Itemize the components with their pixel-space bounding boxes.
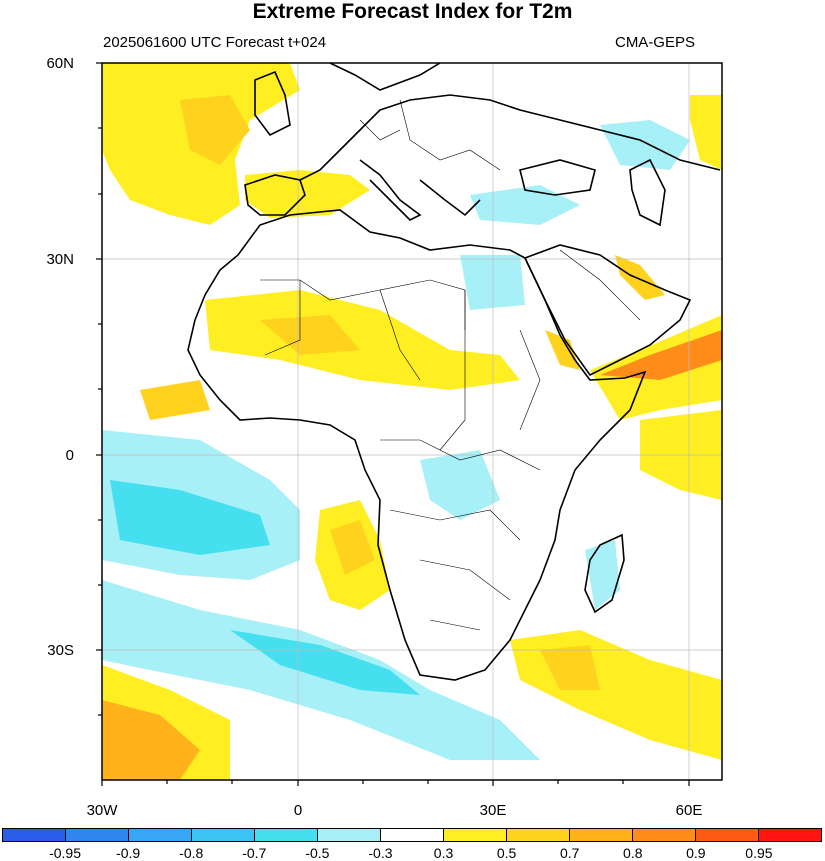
iberia-coastline (244, 174, 306, 216)
colorbar-label: 0.95 (745, 845, 773, 861)
colorbar-label: 0.5 (496, 845, 517, 861)
lat-label-equator: 0 (65, 447, 74, 464)
warmer-region-north-atlantic (180, 95, 250, 165)
colorbar-swatch (129, 829, 192, 841)
scandinavia-coastline (329, 63, 441, 91)
graticule (102, 63, 722, 780)
tick-marks (96, 62, 690, 786)
cool-region-egypt (460, 255, 525, 310)
cool-region-central-africa (420, 450, 500, 520)
colorbar-label: -0.7 (242, 845, 267, 861)
lon-label-30e: 30E (479, 802, 507, 819)
colorbar-swatch (381, 829, 444, 841)
madagascar-coastline (584, 533, 625, 614)
colorbar-label: 0.8 (623, 845, 643, 861)
europe-coastline (299, 94, 721, 181)
colorbar-swatch (570, 829, 633, 841)
colorbar-swatch (633, 829, 696, 841)
lon-label-60e: 60E (675, 802, 703, 819)
country-borders (260, 99, 641, 631)
warm-region-west-africa-coast (140, 380, 210, 420)
balkans-coastline (419, 179, 481, 217)
colorbar-swatch (507, 829, 570, 841)
colorbar-label: -0.8 (179, 845, 204, 861)
warmer-region-angola-coast (330, 520, 375, 575)
lat-label-30s: 30S (47, 642, 74, 659)
warmer-region-south-indian-ocean (540, 645, 600, 690)
forecast-time-label: 2025061600 UTC Forecast t+024 (103, 34, 327, 51)
colorbar-label: -0.5 (305, 845, 330, 861)
coastlines (187, 63, 721, 681)
chart-title: Extreme Forecast Index for T2m (252, 0, 573, 23)
colorbar-label: 0.3 (433, 845, 454, 861)
lon-label-30w: 30W (86, 802, 118, 819)
map-frame (101, 62, 723, 781)
colorbar-label: 0.9 (686, 845, 706, 861)
british-isles-coastline (254, 70, 291, 137)
cool-region-madagascar (585, 540, 620, 610)
warmer-region-sahel (260, 315, 360, 355)
colorbar-label: -0.3 (368, 845, 393, 861)
warmer-region-southwest-atlantic (102, 700, 200, 780)
warm-region-northeast (690, 95, 722, 170)
italy-coastline (359, 159, 422, 221)
warm-region-iberia (245, 170, 370, 218)
colorbar-swatch (444, 829, 507, 841)
colorbar-label: -0.95 (49, 845, 82, 861)
colorbar-swatch (66, 829, 129, 841)
model-name-label: CMA-GEPS (614, 34, 695, 51)
lat-label-60n: 60N (46, 55, 74, 72)
warm-region-red-sea (545, 330, 580, 370)
caspian-coastline (629, 158, 666, 227)
warm-region-persian-gulf (615, 255, 665, 300)
colorbar-swatch (318, 829, 381, 841)
colorbar-swatch (3, 829, 66, 841)
colorbar-label: 0.7 (559, 845, 580, 861)
lat-label-30n: 30N (46, 251, 74, 268)
cooler-region-south-atlantic (110, 480, 270, 555)
cooler-region-south-atlantic-band (230, 630, 420, 695)
black-sea-coastline (519, 159, 596, 196)
warmer-region-arabian-sea (600, 330, 722, 380)
colorbar (2, 828, 822, 842)
arabia-coastline (523, 244, 692, 377)
colorbar-swatch (255, 829, 318, 841)
colorbar-swatch (696, 829, 759, 841)
cool-region-eastern-europe (600, 120, 690, 170)
warm-region-sahel (205, 290, 520, 390)
map-canvas (96, 62, 723, 786)
lon-label-0: 0 (293, 802, 303, 819)
africa-coastline (187, 209, 647, 681)
colorbar-swatch (759, 829, 821, 841)
colorbar-label: -0.9 (116, 845, 141, 861)
colorbar-swatch (192, 829, 255, 841)
